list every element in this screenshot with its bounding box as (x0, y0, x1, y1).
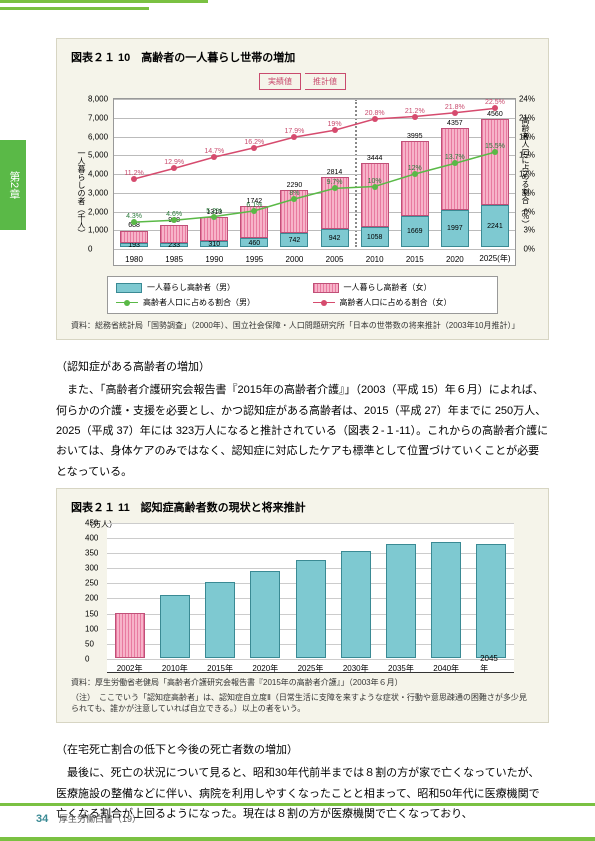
chart-2-panel: 図表２１ 11 認知症高齢者数の現状と将来推計 （万人） 05010015020… (56, 488, 549, 724)
chart-1-title: 図表２１ 10 高齢者の一人暮らし世帯の増加 (71, 49, 534, 65)
top-green-stripe (0, 0, 595, 3)
banner-proj: 推計値 (305, 73, 346, 90)
chart-2-note: （注） ここでいう「認知症高齢者」は、認知症自立度Ⅱ（日常生活に支障を来すような… (71, 692, 534, 714)
section-1-body: また、「高齢者介護研究会報告書『2015年の高齢者介護』」（2003（平成 15… (56, 380, 549, 482)
chart-1-divider (355, 99, 357, 247)
chart-1-source: 資料：総務省統計局「国勢調査」（2000年）、国立社会保障・人口問題研究所「日本… (71, 320, 534, 331)
chart-1-banners: 実績値 推計値 (71, 73, 534, 90)
chart-1-area: 一人暮らしの者（千人） 高齢者人口に占める割合（％） 00%1,0003%2,0… (113, 98, 516, 266)
banner-actual: 実績値 (259, 73, 301, 90)
section-1-heading: （認知症がある高齢者の増加） (56, 358, 549, 374)
page-number: 34 (36, 813, 48, 825)
section-2-heading: （在宅死亡割合の低下と今後の死亡者数の増加） (56, 741, 549, 757)
doc-title: 厚生労働白書（19） (59, 814, 141, 824)
chart-2-title: 図表２１ 11 認知症高齢者数の現状と将来推計 (71, 499, 534, 515)
legend-bar-male: 一人暮らし高齢者（男） (116, 282, 293, 293)
chart-1-y-left-label: 一人暮らしの者（千人） (76, 149, 87, 237)
legend-line-female: 高齢者人口に占める割合（女） (313, 297, 490, 308)
page-footer: 34 厚生労働白書（19） (0, 803, 595, 825)
chart-1-panel: 図表２１ 10 高齢者の一人暮らし世帯の増加 実績値 推計値 一人暮らしの者（千… (56, 38, 549, 340)
chart-2-source: 資料：厚生労働省老健局「高齢者介護研究会報告書『2015年の高齢者介護』」（20… (71, 677, 534, 688)
chart-1-legend: 一人暮らし高齢者（男） 一人暮らし高齢者（女） 高齢者人口に占める割合（男） 高… (107, 276, 498, 314)
chart-2-area: （万人） 0501001502002503003504004502002年201… (107, 523, 514, 673)
legend-line-male: 高齢者人口に占める割合（男） (116, 297, 293, 308)
legend-bar-female: 一人暮らし高齢者（女） (313, 282, 490, 293)
bottom-green-stripe (0, 837, 595, 841)
